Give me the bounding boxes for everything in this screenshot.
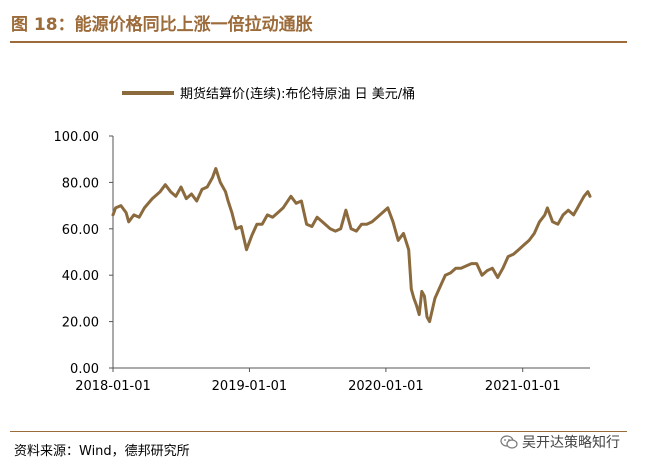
chart-series bbox=[111, 167, 592, 324]
y-tick-label: 60.00 bbox=[62, 223, 99, 238]
y-tick-label: 40.00 bbox=[62, 269, 99, 284]
y-tick-label: 80.00 bbox=[62, 176, 99, 191]
x-tick-label: 2019-01-01 bbox=[212, 379, 288, 394]
wechat-icon bbox=[500, 435, 518, 449]
y-axis-ticks: 100.00 80.00 60.00 40.00 20.00 0.00 bbox=[54, 130, 113, 377]
watermark-label: 吴开达策略知行 bbox=[522, 435, 620, 451]
chart-legend: 期货结算价(连续):布伦特原油 日 美元/桶 bbox=[122, 86, 415, 102]
figure-title: 图 18：能源价格同比上涨一倍拉动通胀 bbox=[11, 15, 313, 35]
legend-label: 期货结算价(连续):布伦特原油 日 美元/桶 bbox=[180, 86, 415, 102]
title-divider bbox=[10, 41, 627, 43]
brent-price-line bbox=[111, 167, 592, 324]
x-tick-label: 2021-01-01 bbox=[485, 379, 561, 394]
y-tick-label: 100.00 bbox=[54, 130, 100, 145]
y-tick-label: 0.00 bbox=[70, 362, 99, 377]
x-tick-label: 2020-01-01 bbox=[348, 379, 424, 394]
y-tick-label: 20.00 bbox=[62, 316, 99, 331]
x-tick-label: 2018-01-01 bbox=[75, 379, 151, 394]
chart-axes bbox=[112, 136, 590, 369]
source-note: 资料来源：Wind，德邦研究所 bbox=[14, 444, 190, 459]
watermark: 吴开达策略知行 bbox=[500, 432, 620, 452]
footer-divider bbox=[10, 431, 627, 432]
x-axis-ticks: 2018-01-01 2019-01-01 2020-01-01 2021-01-01 bbox=[75, 368, 560, 394]
